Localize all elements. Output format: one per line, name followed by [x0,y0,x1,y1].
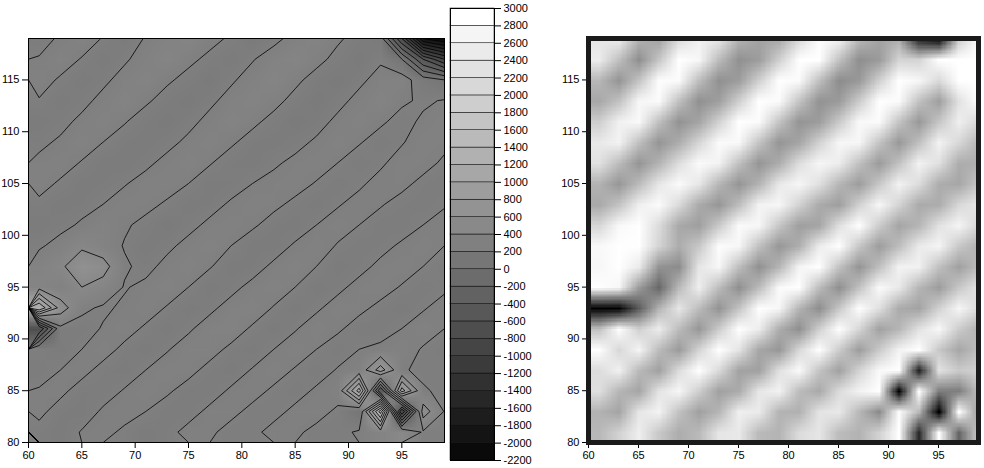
svg-text:80: 80 [567,436,579,448]
svg-text:80: 80 [236,449,248,461]
svg-text:65: 65 [632,449,644,461]
svg-text:600: 600 [504,211,522,223]
svg-text:70: 70 [682,449,694,461]
svg-text:2800: 2800 [504,19,528,31]
svg-text:90: 90 [342,449,354,461]
svg-text:-200: -200 [504,280,526,292]
svg-text:85: 85 [7,384,19,396]
svg-text:60: 60 [582,449,594,461]
svg-text:3000: 3000 [504,2,528,14]
svg-text:-1600: -1600 [504,402,532,414]
svg-text:-800: -800 [504,332,526,344]
svg-text:100: 100 [561,229,579,241]
svg-text:90: 90 [882,449,894,461]
svg-text:2000: 2000 [504,89,528,101]
svg-text:2400: 2400 [504,54,528,66]
svg-text:95: 95 [567,281,579,293]
svg-text:-2000: -2000 [504,437,532,449]
svg-text:75: 75 [182,449,194,461]
svg-text:100: 100 [1,229,19,241]
svg-text:-600: -600 [504,315,526,327]
svg-text:-400: -400 [504,298,526,310]
svg-text:110: 110 [562,125,580,137]
svg-text:1800: 1800 [504,106,528,118]
svg-text:80: 80 [782,449,794,461]
svg-text:85: 85 [567,384,579,396]
svg-text:2600: 2600 [504,37,528,49]
svg-text:0: 0 [504,263,510,275]
svg-text:1600: 1600 [504,124,528,136]
svg-text:90: 90 [567,332,579,344]
svg-text:-1400: -1400 [504,384,532,396]
svg-text:-1000: -1000 [504,350,532,362]
svg-text:80: 80 [7,436,19,448]
svg-text:115: 115 [562,73,580,85]
svg-text:-2200: -2200 [504,454,532,466]
svg-text:85: 85 [289,449,301,461]
svg-text:1200: 1200 [504,158,528,170]
svg-text:75: 75 [732,449,744,461]
svg-text:95: 95 [7,281,19,293]
svg-text:2200: 2200 [504,72,528,84]
svg-text:60: 60 [22,449,34,461]
svg-text:1400: 1400 [504,141,528,153]
svg-text:1000: 1000 [504,176,528,188]
svg-text:95: 95 [932,449,944,461]
svg-text:65: 65 [76,449,88,461]
svg-text:115: 115 [2,73,20,85]
svg-text:800: 800 [504,193,522,205]
svg-text:-1800: -1800 [504,419,532,431]
svg-text:95: 95 [396,449,408,461]
svg-text:200: 200 [504,245,522,257]
svg-text:70: 70 [129,449,141,461]
svg-text:85: 85 [832,449,844,461]
svg-text:110: 110 [2,125,20,137]
svg-text:90: 90 [7,332,19,344]
svg-text:105: 105 [1,177,19,189]
svg-text:-1200: -1200 [504,367,532,379]
svg-text:400: 400 [504,228,522,240]
svg-text:105: 105 [561,177,579,189]
